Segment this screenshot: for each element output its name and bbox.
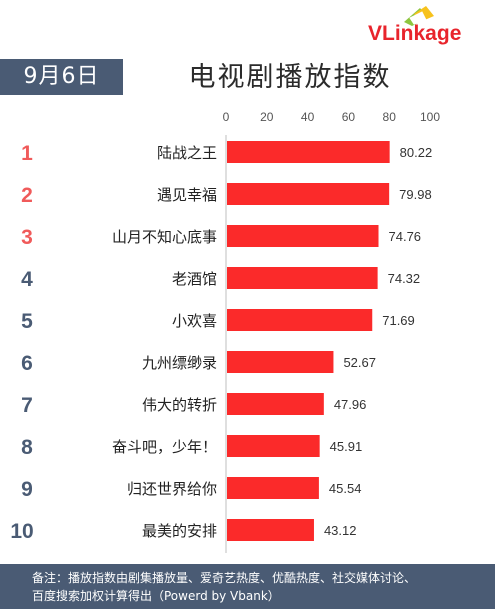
category-label: 奋斗吧，少年！ bbox=[112, 438, 217, 456]
value-label: 45.91 bbox=[330, 439, 363, 454]
value-label: 74.76 bbox=[389, 229, 422, 244]
bar bbox=[227, 393, 324, 415]
footer-line-1: 备注：播放指数由剧集播放量、爱奇艺热度、优酷热度、社交媒体讨论、 bbox=[32, 571, 417, 585]
rank-number: 9 bbox=[21, 478, 33, 501]
category-label: 陆战之王 bbox=[157, 144, 217, 162]
category-label: 山月不知心底事 bbox=[112, 228, 217, 246]
x-tick-label: 20 bbox=[260, 110, 274, 124]
rank-number: 6 bbox=[21, 352, 33, 375]
bar bbox=[227, 225, 379, 247]
bar bbox=[227, 141, 390, 163]
x-tick-label: 100 bbox=[420, 110, 440, 124]
rank-number: 8 bbox=[21, 436, 33, 459]
rank-number: 2 bbox=[21, 184, 33, 207]
bar bbox=[227, 351, 334, 373]
bar bbox=[227, 435, 320, 457]
category-label: 九州缥缈录 bbox=[142, 354, 217, 372]
logo-text: VLinkage bbox=[368, 22, 462, 45]
bar bbox=[227, 309, 373, 331]
value-label: 47.96 bbox=[334, 397, 367, 412]
rank-number: 3 bbox=[21, 226, 33, 249]
footer-note: 备注：播放指数由剧集播放量、爱奇艺热度、优酷热度、社交媒体讨论、 百度搜索加权计… bbox=[0, 564, 495, 609]
rank-number: 4 bbox=[21, 268, 33, 291]
value-label: 45.54 bbox=[329, 481, 362, 496]
x-tick-label: 80 bbox=[383, 110, 397, 124]
date-badge: 9月6日 bbox=[0, 59, 123, 95]
value-label: 71.69 bbox=[382, 313, 415, 328]
category-label: 最美的安排 bbox=[142, 522, 217, 540]
rank-number: 10 bbox=[10, 520, 33, 543]
bar bbox=[227, 477, 319, 499]
rank-number: 1 bbox=[21, 142, 33, 165]
value-label: 74.32 bbox=[388, 271, 421, 286]
vlinkage-logo: VLinkage bbox=[368, 6, 488, 48]
category-label: 遇见幸福 bbox=[157, 186, 217, 204]
rank-number: 7 bbox=[21, 394, 33, 417]
bar-chart: 0 20 40 60 80 100 1 陆战之王 80.22 2 遇见幸福 79.98 3 山月不知心底事… bbox=[10, 110, 440, 553]
bar bbox=[227, 267, 378, 289]
value-label: 43.12 bbox=[324, 523, 357, 538]
category-label: 老酒馆 bbox=[172, 270, 217, 288]
value-label: 79.98 bbox=[399, 187, 432, 202]
bar bbox=[227, 183, 390, 205]
chart-title: 电视剧播放指数 bbox=[188, 62, 392, 93]
bar bbox=[227, 519, 314, 541]
footer-line-2: 百度搜索加权计算得出（Powerd by Vbank） bbox=[32, 589, 280, 603]
category-label: 小欢喜 bbox=[172, 312, 217, 330]
logo-mark-icon bbox=[404, 6, 434, 26]
x-tick-label: 40 bbox=[301, 110, 315, 124]
x-tick-label: 0 bbox=[223, 110, 230, 124]
x-tick-label: 60 bbox=[342, 110, 356, 124]
value-label: 80.22 bbox=[400, 145, 433, 160]
category-label: 归还世界给你 bbox=[127, 480, 217, 498]
value-label: 52.67 bbox=[343, 355, 376, 370]
category-label: 伟大的转折 bbox=[142, 396, 217, 414]
rank-number: 5 bbox=[21, 310, 33, 333]
